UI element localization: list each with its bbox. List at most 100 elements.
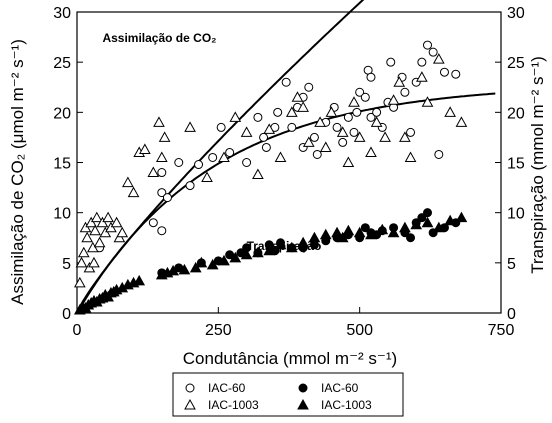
data-point-assimilation bbox=[81, 231, 94, 243]
data-point-assimilation bbox=[153, 116, 165, 127]
data-point-assimilation bbox=[297, 101, 309, 112]
y-tick-label-right: 25 bbox=[507, 55, 525, 72]
y-tick-label-right: 0 bbox=[507, 306, 516, 323]
legend: IAC-60 IAC-1003 IAC-60 IAC-1003 bbox=[172, 372, 404, 417]
data-point-assimilation bbox=[432, 53, 445, 64]
data-point-transpiration bbox=[229, 251, 242, 263]
data-point-assimilation bbox=[261, 142, 271, 152]
data-point-assimilation bbox=[439, 67, 449, 77]
data-point-assimilation bbox=[138, 143, 151, 154]
data-point-assimilation bbox=[423, 40, 433, 50]
data-point-assimilation bbox=[400, 87, 410, 97]
data-point-assimilation bbox=[102, 211, 114, 223]
data-point-transpiration bbox=[360, 223, 370, 233]
data-point-assimilation bbox=[89, 224, 101, 236]
data-point-assimilation bbox=[314, 116, 326, 127]
legend-label: IAC-60 bbox=[208, 381, 246, 395]
data-point-assimilation bbox=[319, 141, 332, 152]
data-point-assimilation bbox=[75, 256, 88, 268]
data-point-assimilation bbox=[174, 158, 184, 167]
data-points bbox=[73, 40, 468, 315]
data-point-transpiration bbox=[195, 256, 208, 268]
data-point-transpiration bbox=[417, 213, 427, 223]
data-point-assimilation bbox=[127, 186, 140, 198]
data-point-assimilation bbox=[379, 131, 391, 142]
data-point-transpiration bbox=[336, 231, 349, 243]
data-point-transpiration bbox=[252, 246, 264, 258]
data-point-transpiration bbox=[189, 261, 202, 273]
data-point-assimilation bbox=[421, 96, 434, 107]
data-point-transpiration bbox=[308, 231, 321, 243]
data-point-assimilation bbox=[157, 168, 167, 178]
data-point-assimilation bbox=[88, 256, 100, 268]
legend-label: IAC-1003 bbox=[321, 398, 372, 412]
data-point-transpiration bbox=[423, 208, 433, 218]
data-point-assimilation bbox=[338, 137, 348, 147]
data-point-assimilation bbox=[242, 158, 252, 167]
data-point-assimilation bbox=[263, 123, 276, 134]
data-point-assimilation bbox=[116, 226, 129, 238]
y-tick-label-left: 20 bbox=[53, 105, 71, 122]
y-tick-label-right: 10 bbox=[507, 206, 525, 223]
data-point-assimilation bbox=[208, 152, 218, 162]
legend-marker bbox=[184, 398, 196, 410]
axes-ticks bbox=[76, 11, 502, 314]
data-point-assimilation bbox=[428, 47, 438, 57]
data-point-assimilation bbox=[455, 116, 468, 127]
data-point-assimilation bbox=[157, 226, 167, 236]
data-point-assimilation bbox=[218, 151, 230, 162]
y-tick-label-right: 30 bbox=[507, 5, 525, 22]
data-point-assimilation bbox=[83, 261, 96, 273]
data-point-transpiration bbox=[365, 228, 377, 240]
data-point-assimilation bbox=[73, 276, 86, 288]
y-tick-label-right: 20 bbox=[507, 105, 525, 122]
data-point-assimilation bbox=[229, 111, 242, 122]
x-axis-title: Condutância (mmol m⁻² s⁻¹) bbox=[183, 349, 397, 368]
data-point-assimilation bbox=[349, 127, 359, 137]
data-point-assimilation bbox=[252, 168, 264, 180]
data-point-assimilation bbox=[332, 122, 342, 132]
annotation-transpiration: Transpiração bbox=[247, 239, 322, 253]
x-tick-label: 0 bbox=[73, 322, 82, 339]
data-point-assimilation bbox=[96, 216, 109, 228]
data-point-transpiration bbox=[444, 214, 456, 226]
data-point-transpiration bbox=[263, 244, 276, 256]
data-point-assimilation bbox=[79, 221, 92, 233]
data-point-assimilation bbox=[147, 166, 160, 178]
data-point-assimilation bbox=[90, 211, 103, 223]
data-point-transpiration bbox=[432, 221, 445, 233]
y-tick-label-right: 15 bbox=[507, 156, 525, 173]
data-point-transpiration bbox=[387, 226, 400, 238]
data-point-transpiration bbox=[218, 254, 230, 266]
data-point-assimilation bbox=[291, 91, 304, 102]
data-point-assimilation bbox=[360, 92, 370, 102]
y-axis-title-left: Assimilação de CO₂ (μmol m⁻² s⁻¹) bbox=[8, 39, 27, 305]
data-point-assimilation bbox=[325, 106, 338, 117]
legend-marker bbox=[297, 398, 309, 410]
data-point-assimilation bbox=[253, 112, 263, 122]
data-point-assimilation bbox=[355, 87, 365, 97]
data-point-assimilation bbox=[148, 218, 158, 228]
data-point-assimilation bbox=[399, 131, 411, 142]
data-point-assimilation bbox=[336, 126, 349, 137]
data-point-assimilation bbox=[302, 136, 315, 147]
legend-marker bbox=[298, 383, 308, 393]
data-point-assimilation bbox=[194, 160, 204, 170]
data-point-transpiration bbox=[240, 248, 253, 260]
y-tick-label-right: 5 bbox=[507, 256, 516, 273]
data-point-assimilation bbox=[451, 69, 461, 79]
data-point-assimilation bbox=[85, 216, 97, 228]
data-point-transpiration bbox=[376, 223, 389, 235]
data-point-assimilation bbox=[155, 151, 168, 162]
data-point-assimilation bbox=[157, 188, 167, 198]
data-point-assimilation bbox=[416, 71, 428, 82]
data-point-assimilation bbox=[444, 106, 456, 117]
data-point-assimilation bbox=[348, 96, 360, 107]
x-tick-label: 750 bbox=[488, 322, 515, 339]
data-point-assimilation bbox=[406, 127, 416, 137]
data-point-assimilation bbox=[309, 132, 319, 142]
data-point-assimilation bbox=[201, 171, 213, 183]
y-tick-label-left: 0 bbox=[62, 306, 71, 323]
annotation-assimilation: Assimilação de CO₂ bbox=[102, 31, 216, 45]
